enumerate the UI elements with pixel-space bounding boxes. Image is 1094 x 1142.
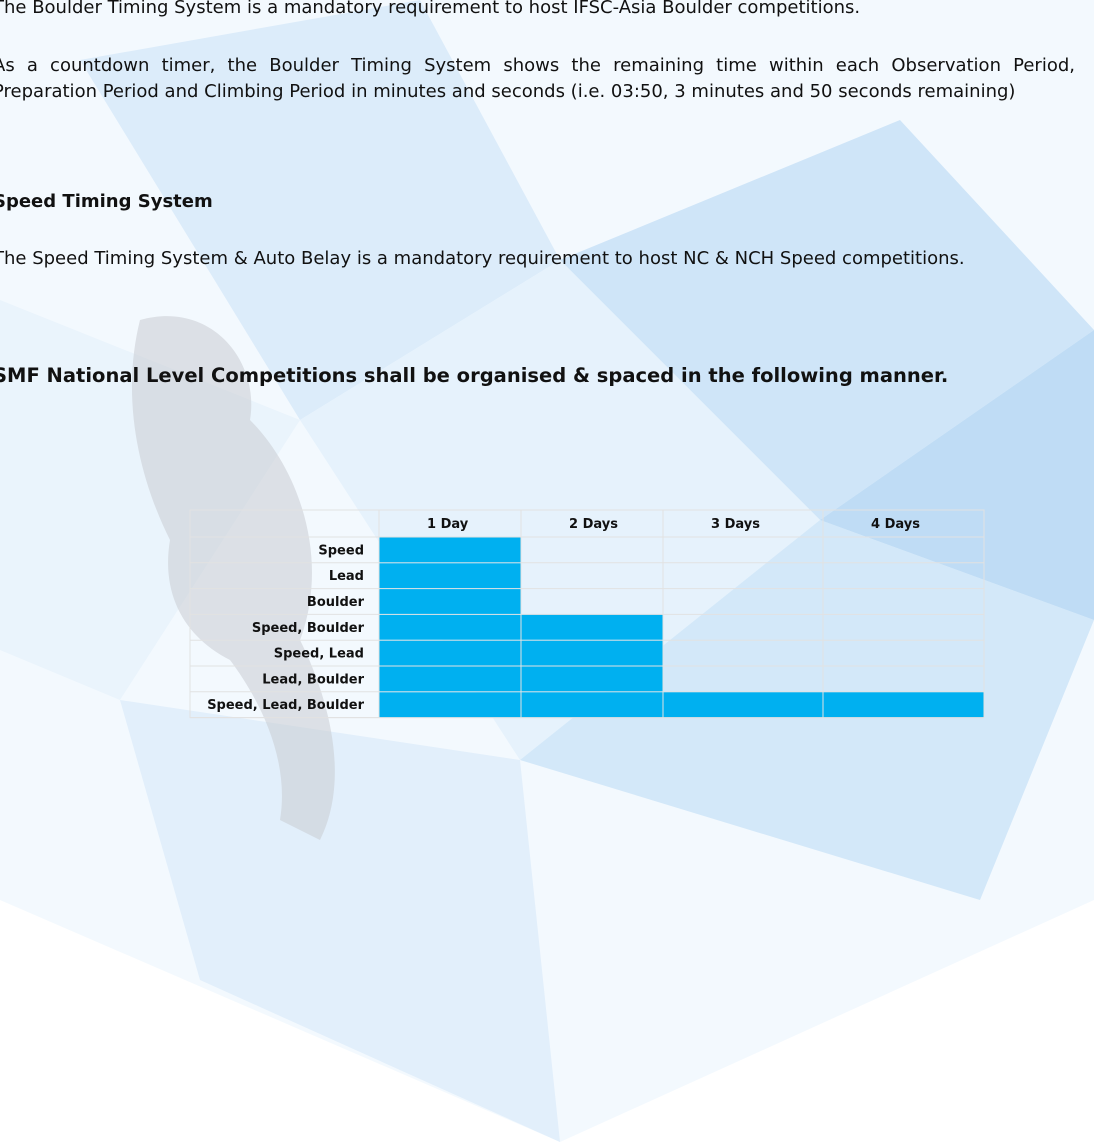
row-label: Boulder (307, 595, 365, 610)
day-cell (380, 615, 521, 640)
row-label: Lead, Boulder (262, 672, 364, 687)
column-header: 1 Day (427, 517, 469, 532)
row-label: Speed, Boulder (252, 621, 365, 636)
row-label: Speed, Lead, Boulder (207, 698, 364, 713)
day-cell (380, 538, 521, 563)
day-cell (522, 615, 663, 640)
day-cell (824, 692, 984, 717)
column-header: 4 Days (871, 517, 920, 532)
day-cell (380, 641, 521, 666)
schedule-table: 1 Day 2 Days 3 Days 4 Days Speed Lead Boulder S… (0, 0, 1094, 1142)
day-cell (522, 667, 663, 692)
column-header: 3 Days (711, 517, 760, 532)
row-label: Speed (318, 543, 364, 558)
page: The Boulder Timing System is a mandatory… (0, 0, 1094, 1142)
row-label: Speed, Lead (274, 647, 364, 662)
day-cell (380, 692, 521, 717)
column-header: 2 Days (569, 517, 618, 532)
day-cell (664, 692, 823, 717)
day-cell (380, 589, 521, 614)
day-cell (380, 667, 521, 692)
row-label: Lead (329, 569, 364, 584)
day-cell (380, 563, 521, 588)
day-cell (522, 692, 663, 717)
day-cell (522, 641, 663, 666)
